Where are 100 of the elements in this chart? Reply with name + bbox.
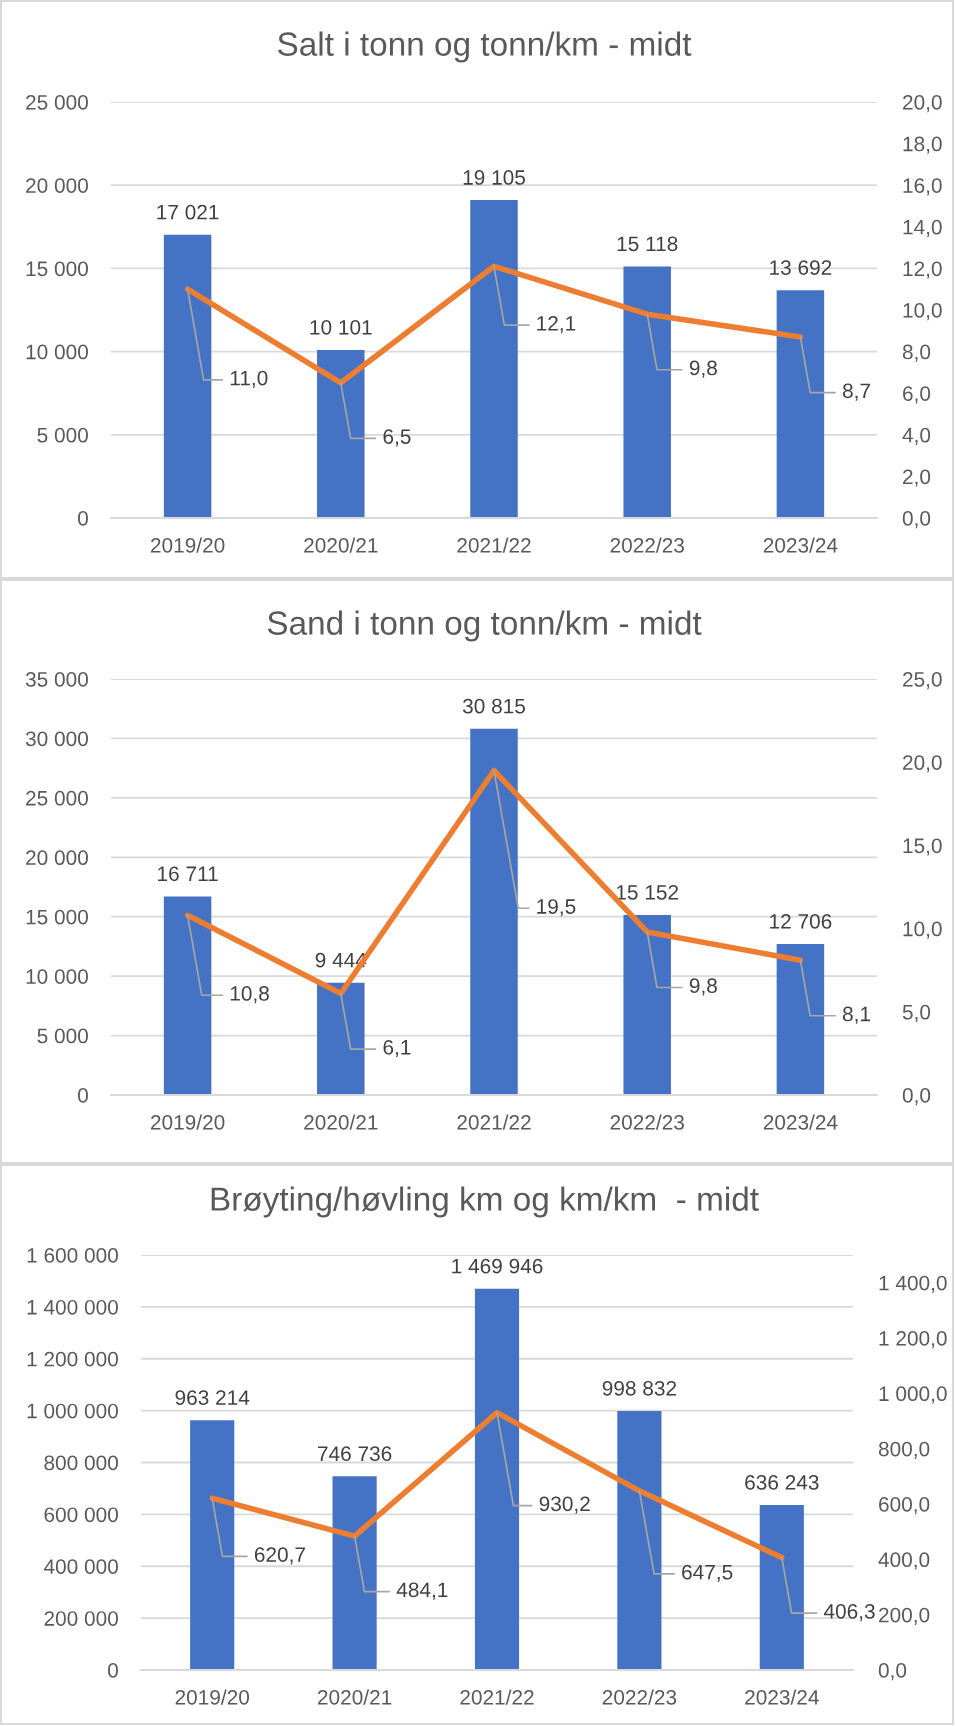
y-tick-label: 1 600 000 [27, 1248, 118, 1263]
x-tick-label: 2019/20 [175, 1689, 250, 1705]
data-label: 930,2 [539, 1496, 590, 1514]
bar [474, 1288, 520, 1670]
y2-tick-label: 400,0 [878, 1552, 930, 1570]
bar [776, 290, 825, 518]
data-label: 15 152 [616, 884, 679, 900]
y2-tick-label: 4,0 [902, 427, 931, 446]
y2-tick-label: 1 400,0 [879, 1275, 947, 1293]
bar [317, 349, 365, 518]
x-tick-label: 2022/23 [602, 1689, 677, 1705]
y2-tick-label: 25,0 [903, 672, 942, 690]
bar [163, 896, 212, 1095]
y2-tick-label: 20,0 [903, 95, 942, 113]
y-tick-label: 1 200 000 [27, 1351, 118, 1367]
x-tick-label: 2023/24 [763, 1114, 838, 1130]
y-tick-label: 10 000 [26, 344, 88, 360]
data-label: 15 118 [617, 236, 678, 252]
y2-tick-label: 200,0 [879, 1607, 930, 1625]
data-label: 10,8 [230, 986, 269, 1004]
data-label: 620,7 [254, 1547, 305, 1565]
data-label: 484,1 [396, 1582, 448, 1600]
y2-tick-label: 10,0 [903, 921, 942, 939]
y-tick-label: 25 000 [26, 95, 88, 110]
bar [776, 943, 825, 1095]
bar [623, 914, 671, 1095]
y2-tick-label: 15,0 [903, 838, 942, 856]
y-tick-label: 1 400 000 [27, 1299, 118, 1315]
chart-title: Salt i tonn og tonn/km - midt [278, 31, 692, 63]
x-tick-label: 2020/21 [304, 1114, 378, 1130]
x-tick-label: 2019/20 [151, 1114, 225, 1130]
x-tick-label: 2022/23 [610, 1114, 684, 1130]
y-tick-label: 20 000 [26, 178, 88, 193]
x-tick-label: 2022/23 [610, 537, 684, 553]
y2-tick-label: 0,0 [902, 1088, 931, 1106]
chart-title: Sand i tonn og tonn/km - midt [267, 610, 702, 642]
data-label: 10 101 [310, 319, 372, 335]
y2-tick-label: 600,0 [879, 1497, 930, 1515]
data-label: 406,3 [823, 1603, 875, 1622]
bar [617, 1410, 662, 1670]
y-tick-label: 600 000 [44, 1507, 118, 1523]
y-tick-label: 25 000 [26, 790, 88, 806]
data-label: 17 021 [157, 204, 219, 220]
y2-tick-label: 5,0 [902, 1004, 931, 1023]
y-tick-label: 1 000 000 [27, 1403, 118, 1419]
y-tick-label: 5 000 [37, 427, 88, 443]
data-label: 998 832 [602, 1380, 677, 1396]
data-label: 963 214 [175, 1390, 250, 1405]
bar [332, 1476, 377, 1670]
y-tick-label: 15 000 [26, 909, 88, 925]
x-tick-label: 2021/22 [457, 1114, 531, 1130]
data-label: 9,8 [689, 978, 717, 996]
bar [190, 1420, 235, 1670]
data-label: 636 243 [745, 1474, 819, 1490]
y2-tick-label: 1 000,0 [879, 1386, 947, 1404]
y2-tick-label: 2,0 [903, 469, 931, 487]
chart-title: Brøyting/høvling km og km/km - midt [211, 1186, 759, 1218]
bar [470, 728, 518, 1095]
x-tick-label: 2023/24 [763, 537, 838, 553]
x-tick-label: 2021/22 [460, 1689, 534, 1705]
y-tick-label: 200 000 [44, 1611, 118, 1626]
x-tick-label: 2020/21 [318, 1689, 392, 1705]
y2-tick-label: 8,0 [902, 344, 931, 362]
bar [317, 982, 365, 1095]
y-tick-label: 800 000 [44, 1455, 118, 1471]
data-label: 12,1 [537, 315, 576, 334]
y-tick-label: 20 000 [26, 850, 88, 866]
bar [470, 200, 518, 518]
y2-tick-label: 20,0 [903, 755, 942, 773]
x-tick-label: 2023/24 [745, 1689, 819, 1705]
y-tick-label: 30 000 [25, 731, 88, 747]
y2-tick-label: 14,0 [903, 219, 942, 238]
y2-tick-label: 10,0 [903, 303, 942, 321]
data-label: 30 815 [462, 698, 525, 714]
data-label: 8,7 [842, 383, 870, 401]
y-tick-label: 10 000 [26, 969, 88, 984]
data-label: 1 469 946 [452, 1258, 543, 1274]
y-tick-label: 0 [108, 1663, 118, 1678]
data-label: 16 711 [158, 866, 218, 882]
data-label: 12 706 [770, 914, 832, 929]
data-label: 19,5 [537, 899, 576, 917]
data-label: 13 692 [770, 260, 832, 275]
data-label: 6,1 [383, 1039, 411, 1058]
y-tick-label: 0 [78, 511, 88, 526]
x-tick-label: 2020/21 [304, 537, 378, 553]
x-tick-label: 2021/22 [457, 537, 531, 553]
y2-tick-label: 12,0 [903, 261, 942, 279]
bar [163, 234, 212, 518]
data-label: 8,1 [842, 1006, 871, 1024]
y-tick-label: 0 [78, 1088, 88, 1103]
x-tick-label: 2019/20 [151, 537, 225, 553]
bar [623, 266, 671, 518]
bar [759, 1504, 804, 1670]
data-label: 647,5 [682, 1564, 733, 1582]
y2-tick-label: 0,0 [878, 1663, 907, 1681]
y2-tick-label: 18,0 [903, 136, 942, 154]
data-label: 6,5 [383, 429, 411, 447]
y2-tick-label: 800,0 [878, 1441, 930, 1459]
y-tick-label: 5 000 [37, 1028, 88, 1044]
y-tick-label: 35 000 [25, 672, 88, 687]
